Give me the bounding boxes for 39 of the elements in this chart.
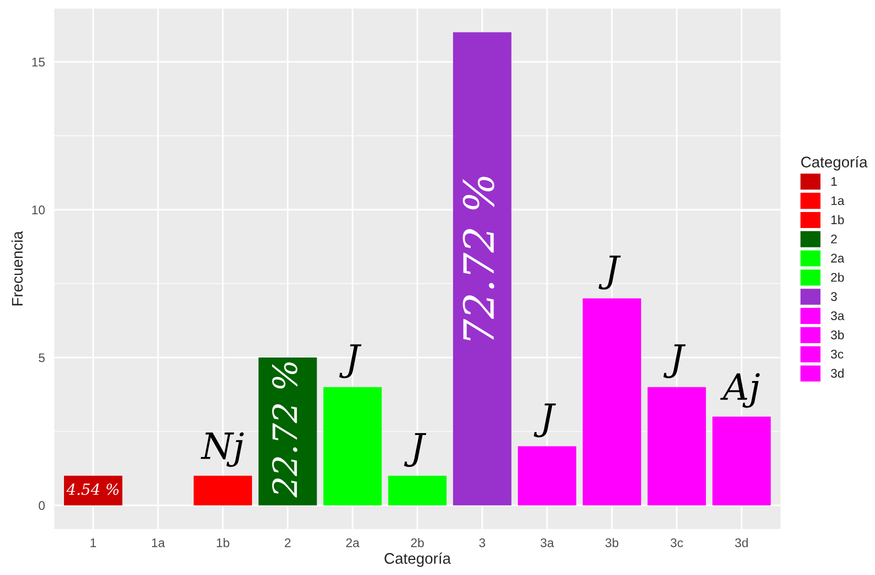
annotation: Nj — [200, 432, 244, 467]
y-tick-label: 0 — [38, 501, 45, 510]
x-tick-label: 2 — [284, 538, 291, 548]
legend-label: 3c — [830, 350, 844, 359]
annotation: J — [339, 344, 362, 378]
legend-label: 2a — [831, 254, 844, 263]
legend-label: 1a — [831, 196, 844, 206]
legend-label: 1 — [831, 177, 837, 186]
x-axis-title: Categoría — [384, 552, 451, 567]
x-tick-label: 3b — [605, 538, 618, 548]
annotation: 22.72 % — [272, 362, 298, 498]
x-tick-label: 2a — [346, 538, 360, 548]
x-tick-label: 3 — [479, 538, 486, 548]
annotation: 72.72 % — [462, 176, 494, 340]
legend-label: 2 — [831, 234, 837, 244]
annotation: J — [534, 404, 556, 438]
annotation: J — [404, 433, 426, 467]
x-tick-label: 1 — [90, 538, 96, 548]
x-tick-label: 3d — [735, 538, 748, 548]
annotation: J — [663, 344, 686, 378]
annotation: Aj — [720, 373, 760, 408]
legend-label: 3a — [830, 311, 844, 320]
x-tick-label: 1b — [216, 538, 230, 548]
legend-title: Categoría — [801, 156, 868, 170]
y-tick-label: 5 — [38, 353, 45, 362]
legend-label: 3 — [830, 292, 837, 301]
annotation: 4.54 % — [66, 483, 119, 495]
y-axis-title: Frecuencia — [12, 231, 23, 306]
x-tick-label: 3a — [540, 538, 554, 548]
legend-label: 2b — [831, 272, 844, 282]
annotation: J — [598, 256, 621, 290]
x-tick-label: 2b — [411, 538, 424, 548]
x-tick-label: 3c — [670, 538, 684, 548]
legend-label: 1b — [831, 215, 844, 224]
x-tick-label: 1a — [152, 538, 165, 548]
y-tick-label: 10 — [32, 205, 45, 214]
legend-label: 3b — [830, 330, 844, 340]
legend-label: 3d — [830, 368, 844, 378]
y-tick-label: 15 — [32, 58, 45, 66]
